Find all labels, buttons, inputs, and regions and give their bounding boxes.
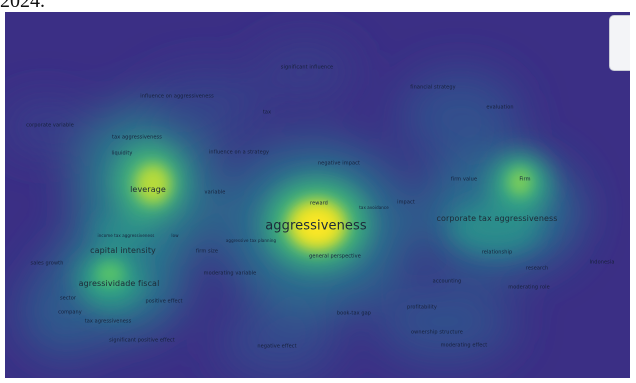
figure-caption: 2024. bbox=[0, 0, 45, 12]
term-label[interactable]: capital intensity bbox=[90, 246, 156, 255]
term-label[interactable]: sales growth bbox=[30, 260, 64, 267]
term-label[interactable]: corporate variable bbox=[26, 122, 74, 129]
term-label[interactable]: reward bbox=[310, 200, 328, 207]
density-heatmap bbox=[5, 12, 630, 378]
term-label[interactable]: negative effect bbox=[257, 343, 297, 350]
term-label[interactable]: evaluation bbox=[486, 104, 514, 111]
term-label[interactable]: significant influence bbox=[280, 64, 334, 71]
term-label[interactable]: tax agressiveness bbox=[84, 318, 132, 325]
term-label[interactable]: financial strategy bbox=[410, 84, 456, 91]
term-label[interactable]: relationship bbox=[481, 249, 513, 256]
term-label[interactable]: general perspective bbox=[309, 253, 361, 260]
term-label[interactable]: company bbox=[58, 309, 82, 316]
term-label[interactable]: tax avoidance bbox=[359, 205, 389, 210]
term-label[interactable]: income tax aggressiveness bbox=[97, 233, 155, 238]
term-label[interactable]: moderating role bbox=[508, 284, 550, 291]
term-label[interactable]: corporate tax aggressiveness bbox=[436, 214, 558, 223]
term-label[interactable]: influence on a strategy bbox=[208, 149, 270, 156]
term-label[interactable]: impact bbox=[397, 199, 415, 206]
term-label[interactable]: research bbox=[525, 265, 549, 272]
term-label[interactable]: aggressiveness bbox=[265, 218, 367, 234]
term-label[interactable]: negative impact bbox=[317, 160, 361, 167]
term-label[interactable]: book-tax gap bbox=[336, 310, 372, 317]
term-label[interactable]: sector bbox=[59, 295, 77, 302]
term-label[interactable]: influence on aggressiveness bbox=[140, 93, 214, 100]
term-label[interactable]: positive effect bbox=[145, 298, 183, 305]
term-label[interactable]: moderating variable bbox=[203, 270, 257, 277]
term-label[interactable]: firm value bbox=[450, 176, 478, 183]
term-label[interactable]: aggressive tax planning bbox=[225, 238, 277, 243]
term-label[interactable]: significant positive effect bbox=[109, 337, 175, 344]
term-label[interactable]: tax aggressiveness bbox=[112, 134, 162, 141]
term-label[interactable]: ownership structure bbox=[411, 329, 463, 336]
density-layer-outer bbox=[5, 42, 580, 377]
term-label[interactable]: Firm bbox=[519, 176, 531, 183]
term-density-map[interactable]: aggressiveness leverage corporate tax ag… bbox=[5, 12, 630, 378]
term-label[interactable]: variable bbox=[204, 189, 226, 196]
term-label[interactable]: low bbox=[171, 233, 179, 238]
zoom-control-panel[interactable] bbox=[609, 15, 630, 71]
term-label[interactable]: firm size bbox=[195, 248, 219, 255]
term-label[interactable]: moderating effect bbox=[440, 342, 488, 349]
term-label[interactable]: leverage bbox=[130, 185, 166, 194]
term-label[interactable]: tax bbox=[262, 109, 272, 116]
term-label[interactable]: profitability bbox=[407, 304, 437, 311]
term-label[interactable]: accounting bbox=[432, 278, 462, 285]
term-label[interactable]: Indonesia bbox=[589, 259, 615, 266]
term-label[interactable]: liquidity bbox=[111, 150, 133, 157]
density-layer-core bbox=[96, 164, 532, 286]
term-label[interactable]: agressividade fiscal bbox=[78, 279, 160, 288]
